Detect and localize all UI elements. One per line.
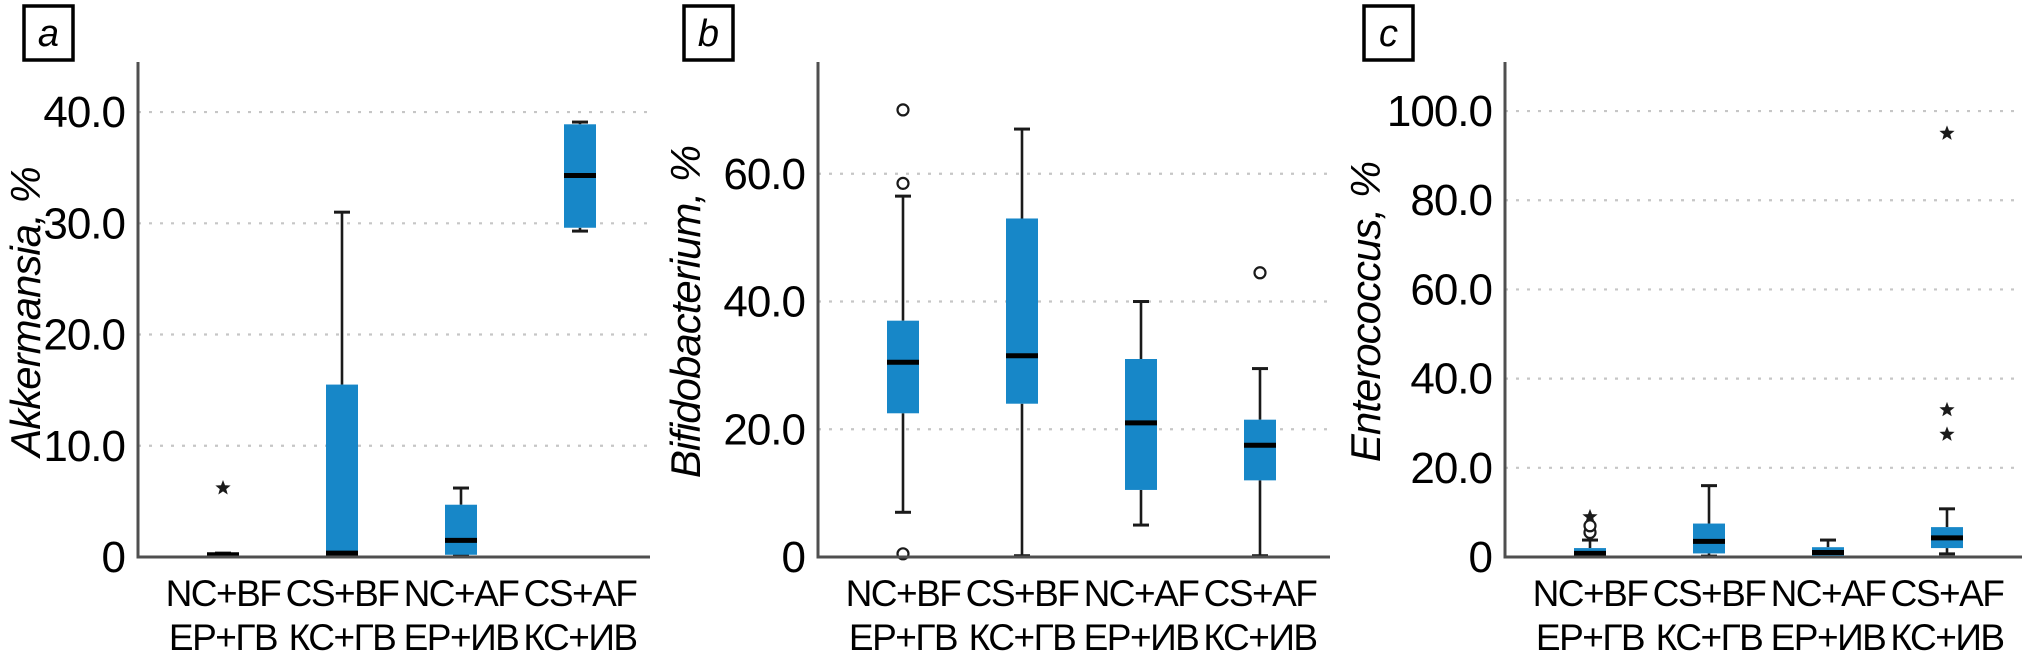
y-tick-label: 60.0 xyxy=(1410,265,1492,314)
x-tick-label-latin: CS+BF xyxy=(966,573,1080,614)
x-tick-label-latin: CS+BF xyxy=(286,573,400,614)
box-group-2 xyxy=(326,210,358,559)
panel-label-letter: a xyxy=(38,13,59,55)
x-tick-label-cyrillic: КС+ИВ xyxy=(1890,617,2003,657)
outlier-circle xyxy=(1583,519,1597,533)
x-tick-label-latin: CS+AF xyxy=(524,573,638,614)
y-tick-label: 40.0 xyxy=(723,278,805,327)
y-tick-label: 30.0 xyxy=(43,199,125,248)
x-tick-label-cyrillic: КС+ГВ xyxy=(969,617,1076,657)
outlier-star xyxy=(215,480,231,495)
x-tick-label-cyrillic: ЕР+ГВ xyxy=(849,617,957,657)
x-tick-label-cyrillic: КС+ИВ xyxy=(523,617,636,657)
x-tick-label-latin: CS+AF xyxy=(1204,573,1318,614)
iqr-box xyxy=(887,320,919,414)
box-group-3 xyxy=(1125,300,1157,527)
y-tick-label: 100.0 xyxy=(1387,87,1492,136)
y-axis-label: Bifidobacterium, % xyxy=(662,146,709,478)
box-group-1 xyxy=(887,103,919,561)
x-tick-label-cyrillic: ЕР+ИВ xyxy=(1771,617,1886,657)
x-tick-label-latin: NC+BF xyxy=(846,573,962,614)
x-tick-label-latin: CS+BF xyxy=(1653,573,1767,614)
x-tick-label-cyrillic: ЕР+ИВ xyxy=(1084,617,1199,657)
panel-a: 0 10.0 20.0 30.0 40.0 NC+BF ЕР+ГВ CS+BF КС+ГВ NC+… xyxy=(0,0,660,657)
iqr-box xyxy=(1693,523,1725,554)
y-tick-label: 0 xyxy=(102,533,125,582)
x-tick-label-latin: NC+AF xyxy=(1084,573,1200,614)
x-tick-label-cyrillic: КС+ГВ xyxy=(1656,617,1763,657)
outlier-circle xyxy=(896,176,910,190)
x-tick-label-cyrillic: ЕР+ИВ xyxy=(404,617,519,657)
y-tick-label: 20.0 xyxy=(43,311,125,360)
x-tick-label-cyrillic: КС+ГВ xyxy=(289,617,396,657)
panel-c-plot: 020.040.060.080.0100.0NC+BFЕР+ГВCS+BFКС+… xyxy=(1342,4,2022,657)
box-group-4 xyxy=(564,120,596,233)
y-tick-label: 60.0 xyxy=(723,150,805,199)
x-tick-label-cyrillic: ЕР+ГВ xyxy=(1536,617,1644,657)
panel-label-letter: c xyxy=(1379,13,1398,55)
y-tick-label: 0 xyxy=(782,533,805,582)
x-tick-label-latin: NC+BF xyxy=(166,573,282,614)
panel-b: 0 20.0 40.0 60.0 NC+BF ЕР+ГВ CS+BF КС+ГВ NC+AF ЕР… xyxy=(660,0,1340,657)
box-group-1 xyxy=(1574,508,1606,559)
outlier-circle xyxy=(1253,266,1267,280)
box-group-3 xyxy=(445,486,477,558)
iqr-box xyxy=(1244,419,1276,481)
panel-label-box xyxy=(682,4,735,62)
y-axis-label: Enterococcus, % xyxy=(1342,162,1389,462)
outlier-star xyxy=(1939,426,1955,441)
x-tick-label-latin: CS+AF xyxy=(1891,573,2005,614)
panel-label-box xyxy=(22,4,75,62)
y-tick-label: 80.0 xyxy=(1410,176,1492,225)
panel-a-plot: 0 10.0 20.0 30.0 40.0 NC+BFЕР+ГВCS+BFКС+ГВNC+… xyxy=(2,4,650,657)
panel-c: 0 20.0 40.0 60.0 80.0 100.0 NC+BF ЕР+ГВ CS+BF КС+… xyxy=(1340,0,2032,657)
x-tick-label-latin: NC+AF xyxy=(404,573,520,614)
outlier-star xyxy=(1939,125,1955,140)
x-tick-label-cyrillic: ЕР+ГВ xyxy=(169,617,277,657)
panel-label-box xyxy=(1362,4,1415,62)
y-tick-label: 40.0 xyxy=(1410,355,1492,404)
x-tick-label-latin: NC+AF xyxy=(1771,573,1887,614)
iqr-box xyxy=(326,384,358,557)
panel-b-plot: 0 20.0 40.0 60.0 NC+BFЕР+ГВCS+BFКС+ГВNC+AFЕР… xyxy=(662,4,1330,657)
y-tick-label: 10.0 xyxy=(43,422,125,471)
y-tick-label: 20.0 xyxy=(1410,444,1492,493)
box-group-3 xyxy=(1812,538,1844,559)
box-group-4 xyxy=(1931,125,1963,556)
y-tick-label: 40.0 xyxy=(43,88,125,137)
box-group-1 xyxy=(207,480,239,559)
y-axis-label: Akkermansia, % xyxy=(2,167,49,459)
outlier-star xyxy=(1939,401,1955,417)
iqr-box xyxy=(445,504,477,555)
x-tick-label-latin: NC+BF xyxy=(1533,573,1649,614)
box-group-2 xyxy=(1693,484,1725,558)
box-group-2 xyxy=(1006,127,1038,558)
x-tick-label-cyrillic: КС+ИВ xyxy=(1203,617,1316,657)
outlier-circle xyxy=(896,103,910,117)
y-tick-label: 20.0 xyxy=(723,405,805,454)
box-group-4 xyxy=(1244,266,1276,558)
iqr-box xyxy=(1006,218,1038,404)
outlier-star xyxy=(1582,508,1598,524)
y-tick-label: 0 xyxy=(1469,533,1492,582)
panel-label-letter: b xyxy=(698,13,719,55)
